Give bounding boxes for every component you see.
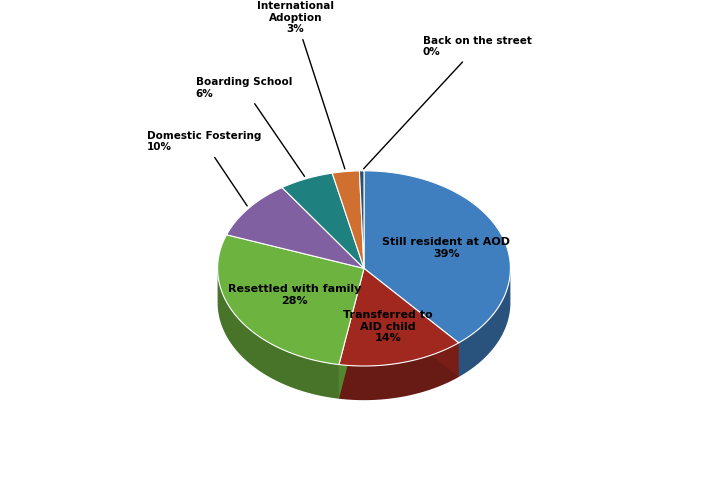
Polygon shape — [364, 268, 459, 377]
Text: Resettled with family
28%: Resettled with family 28% — [228, 285, 361, 306]
Text: Back on the street
0%: Back on the street 0% — [363, 36, 531, 169]
Text: Transferred to
AID child
14%: Transferred to AID child 14% — [343, 310, 432, 344]
Polygon shape — [282, 173, 364, 268]
Polygon shape — [459, 269, 510, 377]
Text: Still resident at AOD
39%: Still resident at AOD 39% — [382, 238, 510, 259]
Polygon shape — [339, 343, 459, 400]
Text: Domestic Fostering
10%: Domestic Fostering 10% — [147, 131, 261, 206]
Polygon shape — [339, 268, 364, 399]
Text: International
Adoption
3%: International Adoption 3% — [257, 1, 345, 169]
Polygon shape — [364, 171, 510, 343]
Polygon shape — [339, 268, 364, 399]
Polygon shape — [218, 269, 339, 399]
Polygon shape — [364, 268, 459, 377]
Polygon shape — [360, 171, 364, 268]
Polygon shape — [339, 268, 459, 366]
Text: Boarding School
6%: Boarding School 6% — [196, 77, 304, 177]
Polygon shape — [218, 235, 364, 365]
Polygon shape — [226, 187, 364, 268]
Polygon shape — [332, 171, 364, 268]
